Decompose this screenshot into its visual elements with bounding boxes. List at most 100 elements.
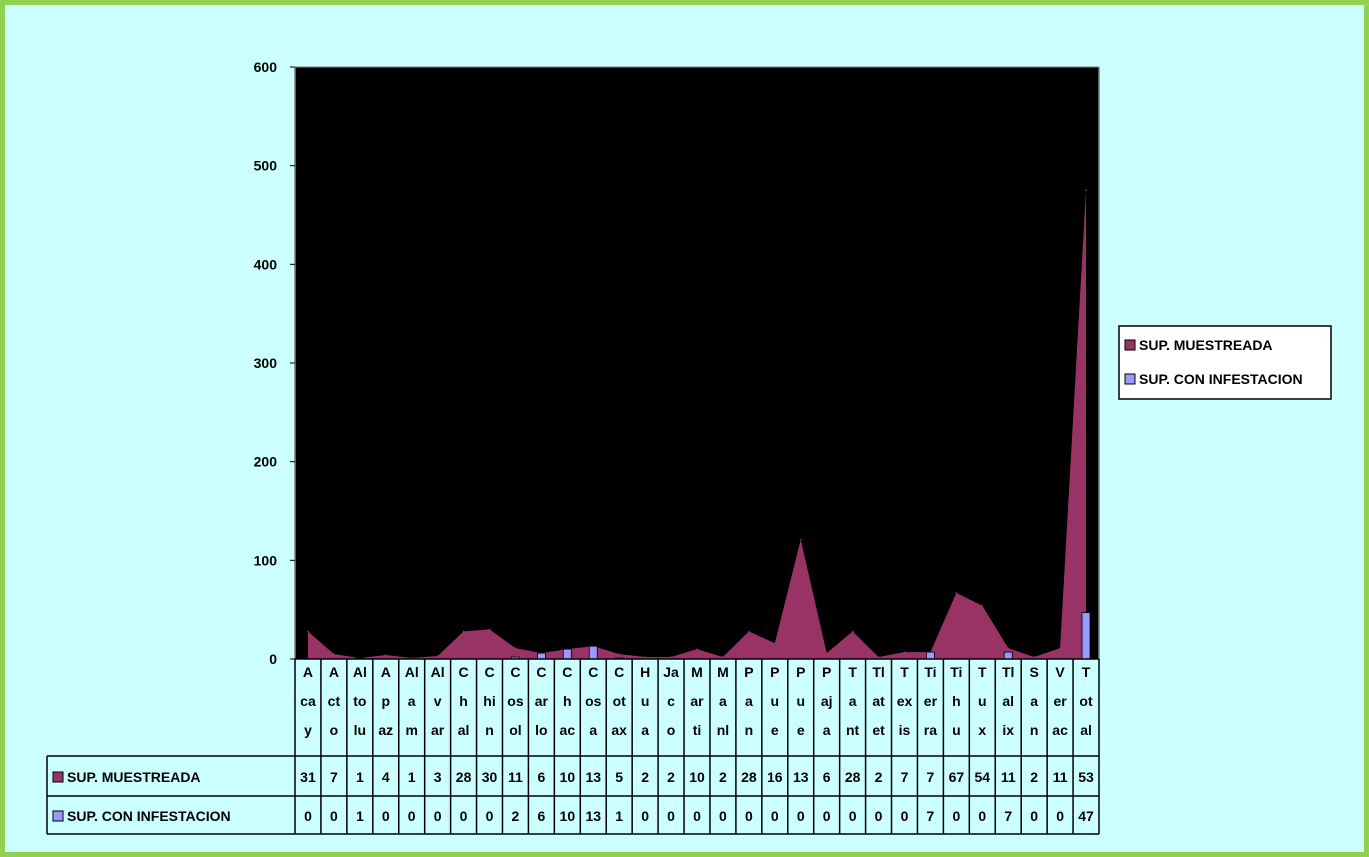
category-label: m (405, 722, 417, 738)
area-point (436, 655, 439, 657)
category-label: e (797, 722, 805, 738)
legend-label-sup-muestreada: SUP. MUESTREADA (1139, 337, 1273, 353)
table-value-sup-con-infestacion: 0 (745, 808, 753, 824)
category-label: ex (897, 693, 913, 709)
area-point (462, 630, 465, 633)
table-value-sup-con-infestacion: 0 (823, 808, 831, 824)
area-series-layer (307, 189, 1087, 660)
category-label: C (484, 664, 494, 680)
table-value-sup-con-infestacion: 7 (1004, 808, 1012, 824)
table-value-sup-muestreada: 31 (300, 769, 316, 785)
category-label: u (641, 693, 650, 709)
category-label: h (563, 693, 572, 709)
table-value-sup-con-infestacion: 0 (667, 808, 675, 824)
table-value-sup-con-infestacion: 0 (719, 808, 727, 824)
area-point (307, 630, 309, 633)
table-value-sup-con-infestacion: 0 (771, 808, 779, 824)
category-label: c (667, 693, 675, 709)
bar-sup-con-infestacion (588, 645, 598, 660)
category-label: A (329, 664, 339, 680)
category-label: Tl (872, 664, 884, 680)
category-label: ra (924, 722, 937, 738)
table-value-sup-con-infestacion: 0 (1030, 808, 1038, 824)
area-point (1007, 647, 1010, 649)
bar-sup-con-infestacion (926, 651, 935, 660)
category-label: x (978, 722, 986, 738)
y-tick-label: 100 (254, 552, 278, 568)
category-label: u (978, 693, 987, 709)
area-point (877, 656, 880, 658)
table-value-sup-con-infestacion: 10 (560, 808, 576, 824)
bar-sup-con-infestacion (562, 648, 572, 660)
category-label: n (745, 722, 754, 738)
table-value-sup-con-infestacion: 47 (1078, 808, 1094, 824)
category-label: S (1029, 664, 1038, 680)
legend-key-sup-con-infestacion (1124, 373, 1136, 385)
category-label: Al (431, 664, 445, 680)
table-value-sup-con-infestacion: 0 (978, 808, 986, 824)
table-value-sup-muestreada: 2 (641, 769, 649, 785)
table-value-sup-muestreada: 1 (356, 769, 364, 785)
area-point (670, 656, 672, 658)
category-label: a (641, 722, 649, 738)
table-value-sup-con-infestacion: 0 (434, 808, 442, 824)
category-label: n (485, 722, 494, 738)
category-label: to (353, 693, 366, 709)
table-value-sup-muestreada: 11 (1001, 769, 1016, 785)
category-label: os (507, 693, 524, 709)
table-value-sup-muestreada: 7 (927, 769, 935, 785)
category-label: al (1002, 693, 1014, 709)
category-label: P (822, 664, 831, 680)
category-label: n (1030, 722, 1039, 738)
category-label: y (304, 722, 312, 738)
category-label: a (849, 693, 857, 709)
category-label: P (744, 664, 753, 680)
category-label: e (771, 722, 779, 738)
category-label: M (691, 664, 703, 680)
table-value-sup-con-infestacion: 0 (641, 808, 649, 824)
table-row-header-sup-muestreada: SUP. MUESTREADA (67, 769, 201, 785)
category-label: al (458, 722, 470, 738)
bar-sup-con-infestacion (1081, 612, 1091, 660)
table-value-sup-muestreada: 2 (1030, 769, 1038, 785)
category-label: ol (509, 722, 521, 738)
table-key-sup-muestreada (52, 771, 64, 783)
table-value-sup-muestreada: 10 (560, 769, 576, 785)
category-label: C (510, 664, 520, 680)
category-label: lo (535, 722, 547, 738)
category-label: C (562, 664, 572, 680)
table-value-sup-muestreada: 11 (508, 769, 523, 785)
category-label: T (1082, 664, 1091, 680)
category-label: u (771, 693, 780, 709)
category-label: ac (1052, 722, 1068, 738)
table-value-sup-con-infestacion: 2 (512, 808, 520, 824)
category-label: C (536, 664, 546, 680)
category-label: is (899, 722, 911, 738)
category-label: a (823, 722, 831, 738)
category-label: T (978, 664, 987, 680)
table-value-sup-con-infestacion: 0 (693, 808, 701, 824)
table-value-sup-con-infestacion: 13 (585, 808, 601, 824)
category-label: A (381, 664, 391, 680)
category-label: nt (846, 722, 860, 738)
category-label: os (585, 693, 602, 709)
legend: SUP. MUESTREADA SUP. CON INFESTACION (1118, 325, 1332, 400)
table-value-sup-con-infestacion: 6 (537, 808, 545, 824)
table-value-sup-muestreada: 16 (767, 769, 783, 785)
table-value-sup-con-infestacion: 0 (1056, 808, 1064, 824)
table-value-sup-con-infestacion: 0 (875, 808, 883, 824)
area-point (488, 628, 491, 631)
bar-sup-con-infestacion (536, 652, 546, 660)
category-label: a (589, 722, 597, 738)
category-label: ca (300, 693, 316, 709)
category-label: al (1080, 722, 1092, 738)
category-label: h (952, 693, 961, 709)
area-point (748, 630, 750, 633)
category-label: lu (354, 722, 366, 738)
category-label: p (381, 693, 390, 709)
table-value-sup-muestreada: 2 (875, 769, 883, 785)
table-value-sup-con-infestacion: 0 (460, 808, 468, 824)
table-value-sup-muestreada: 53 (1078, 769, 1094, 785)
category-label: C (588, 664, 598, 680)
category-label: nl (717, 722, 729, 738)
